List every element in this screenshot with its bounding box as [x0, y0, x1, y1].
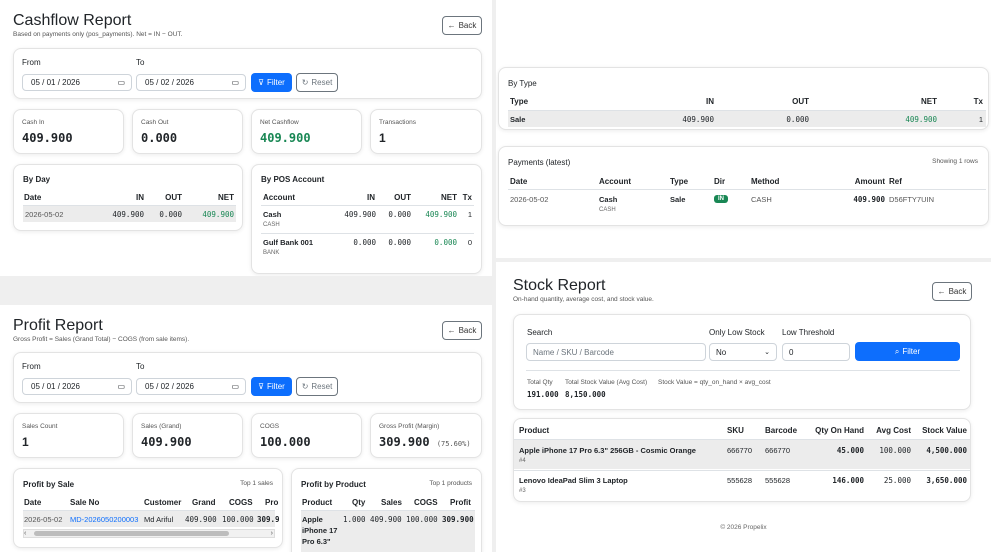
- by-day-title: By Day: [23, 175, 51, 184]
- stock-title: Stock Report: [513, 277, 606, 294]
- stock-back-button[interactable]: ← Back: [932, 282, 972, 301]
- profit-filter-button[interactable]: ⊽ Filter: [251, 377, 292, 396]
- stat-transactions: Transactions 1: [370, 109, 482, 154]
- payments-title: Payments (latest): [508, 158, 571, 167]
- stat-net-cashflow: Net Cashflow 409.900: [251, 109, 362, 154]
- profit-by-product-card: Profit by Product Top 1 products Product…: [291, 468, 482, 552]
- profit-by-sale-card: Profit by Sale Top 1 sales Date Sale No …: [13, 468, 283, 548]
- search-input[interactable]: Name / SKU / Barcode: [526, 343, 706, 361]
- cashflow-title: Cashflow Report: [13, 12, 132, 29]
- profit-title: Profit Report: [13, 317, 103, 334]
- from-date-input[interactable]: 05 / 01 / 2026 ▭: [22, 378, 132, 395]
- stat-cash-out: Cash Out 0.000: [132, 109, 243, 154]
- from-date-input[interactable]: 05 / 01 / 2026 ▭: [22, 74, 132, 91]
- stat-sales-grand: Sales (Grand) 409.900: [132, 413, 243, 458]
- horizontal-scrollbar[interactable]: ‹ ›: [23, 529, 275, 538]
- stat-cash-in: Cash In 409.900: [13, 109, 124, 154]
- arrow-left-icon: ←: [447, 21, 456, 30]
- calendar-icon: ▭: [117, 78, 125, 87]
- calendar-icon: ▭: [117, 382, 125, 391]
- payments-showing: Showing 1 rows: [932, 158, 978, 165]
- cashflow-continuation-panel: By Type Type IN OUT NET Tx Sale 409.900 …: [496, 0, 991, 258]
- scroll-left-icon[interactable]: ‹: [24, 530, 27, 537]
- profit-by-sale-title: Profit by Sale: [23, 480, 75, 489]
- chevron-down-icon: ⌄: [764, 349, 770, 356]
- payments-card: Payments (latest) Showing 1 rows Date Ac…: [498, 146, 989, 226]
- to-date-input[interactable]: 05 / 02 / 2026 ▭: [136, 378, 246, 395]
- to-label: To: [136, 362, 145, 371]
- reset-icon: ↻: [301, 78, 309, 87]
- arrow-left-icon: ←: [447, 326, 456, 335]
- table-row: [508, 111, 986, 127]
- cashflow-reset-button[interactable]: ↻ Reset: [296, 73, 338, 92]
- stock-table-card: Product SKU Barcode Qty On Hand Avg Cost…: [513, 418, 971, 502]
- from-label: From: [22, 362, 41, 371]
- cashflow-panel: Cashflow Report Based on payments only (…: [0, 0, 492, 276]
- low-threshold-label: Low Threshold: [782, 328, 835, 337]
- only-low-stock-label: Only Low Stock: [709, 328, 765, 337]
- table-row: [301, 511, 475, 552]
- by-type-title: By Type: [508, 79, 537, 88]
- profit-panel: Profit Report Gross Profit = Sales (Gran…: [0, 305, 492, 552]
- profit-subtitle: Gross Profit = Sales (Grand Total) − COG…: [13, 336, 190, 343]
- by-account-title: By POS Account: [261, 175, 325, 184]
- cashflow-subtitle: Based on payments only (pos_payments). N…: [13, 31, 183, 38]
- search-icon: ⌕: [894, 346, 900, 356]
- profit-reset-button[interactable]: ↻ Reset: [296, 377, 338, 396]
- low-threshold-input[interactable]: 0: [782, 343, 850, 361]
- calendar-icon: ▭: [231, 78, 239, 87]
- by-type-card: By Type Type IN OUT NET Tx Sale 409.900 …: [498, 67, 989, 130]
- to-label: To: [136, 58, 145, 67]
- profit-back-button[interactable]: ← Back: [442, 321, 482, 340]
- stat-sales-count: Sales Count 1: [13, 413, 124, 458]
- calendar-icon: ▭: [231, 382, 239, 391]
- stat-cogs: COGS 100.000: [251, 413, 362, 458]
- cashflow-back-button[interactable]: ← Back: [442, 16, 482, 35]
- profit-by-product-title: Profit by Product: [301, 480, 366, 489]
- from-label: From: [22, 58, 41, 67]
- funnel-icon: ⊽: [258, 382, 265, 391]
- cashflow-filter-card: From To 05 / 01 / 2026 ▭ 05 / 02 / 2026 ▭ …: [13, 48, 482, 99]
- stat-gross-profit: Gross Profit (Margin) 309.900 (75.60%): [370, 413, 482, 458]
- by-day-card: By Day Date IN OUT NET 2026-05-02 409.90…: [13, 164, 243, 231]
- sale-no-link[interactable]: MD-2026050200003: [70, 515, 139, 524]
- scroll-right-icon[interactable]: ›: [270, 530, 273, 537]
- profit-filter-card: From To 05 / 01 / 2026 ▭ 05 / 02 / 2026 ▭ …: [13, 352, 482, 403]
- to-date-input[interactable]: 05 / 02 / 2026 ▭: [136, 74, 246, 91]
- table-row: [514, 440, 970, 469]
- by-account-card: By POS Account Account IN OUT NET Tx Cas…: [251, 164, 482, 274]
- reset-icon: ↻: [301, 382, 309, 391]
- stock-filter-button[interactable]: ⌕ Filter: [855, 342, 960, 361]
- cashflow-filter-button[interactable]: ⊽ Filter: [251, 73, 292, 92]
- scroll-thumb[interactable]: [34, 531, 229, 536]
- footer-copyright: © 2026 Propelix: [720, 524, 767, 531]
- table-row: [23, 206, 236, 222]
- table-row: [23, 511, 275, 527]
- funnel-icon: ⊽: [258, 78, 265, 87]
- search-label: Search: [527, 328, 553, 337]
- direction-badge: IN: [714, 195, 728, 203]
- stock-filter-card: Search Only Low Stock Low Threshold Name…: [513, 314, 971, 410]
- stock-panel: Stock Report On-hand quantity, average c…: [496, 262, 991, 552]
- stock-subtitle: On-hand quantity, average cost, and stoc…: [513, 296, 654, 303]
- arrow-left-icon: ←: [937, 287, 946, 296]
- only-low-stock-select[interactable]: No ⌄: [709, 343, 777, 361]
